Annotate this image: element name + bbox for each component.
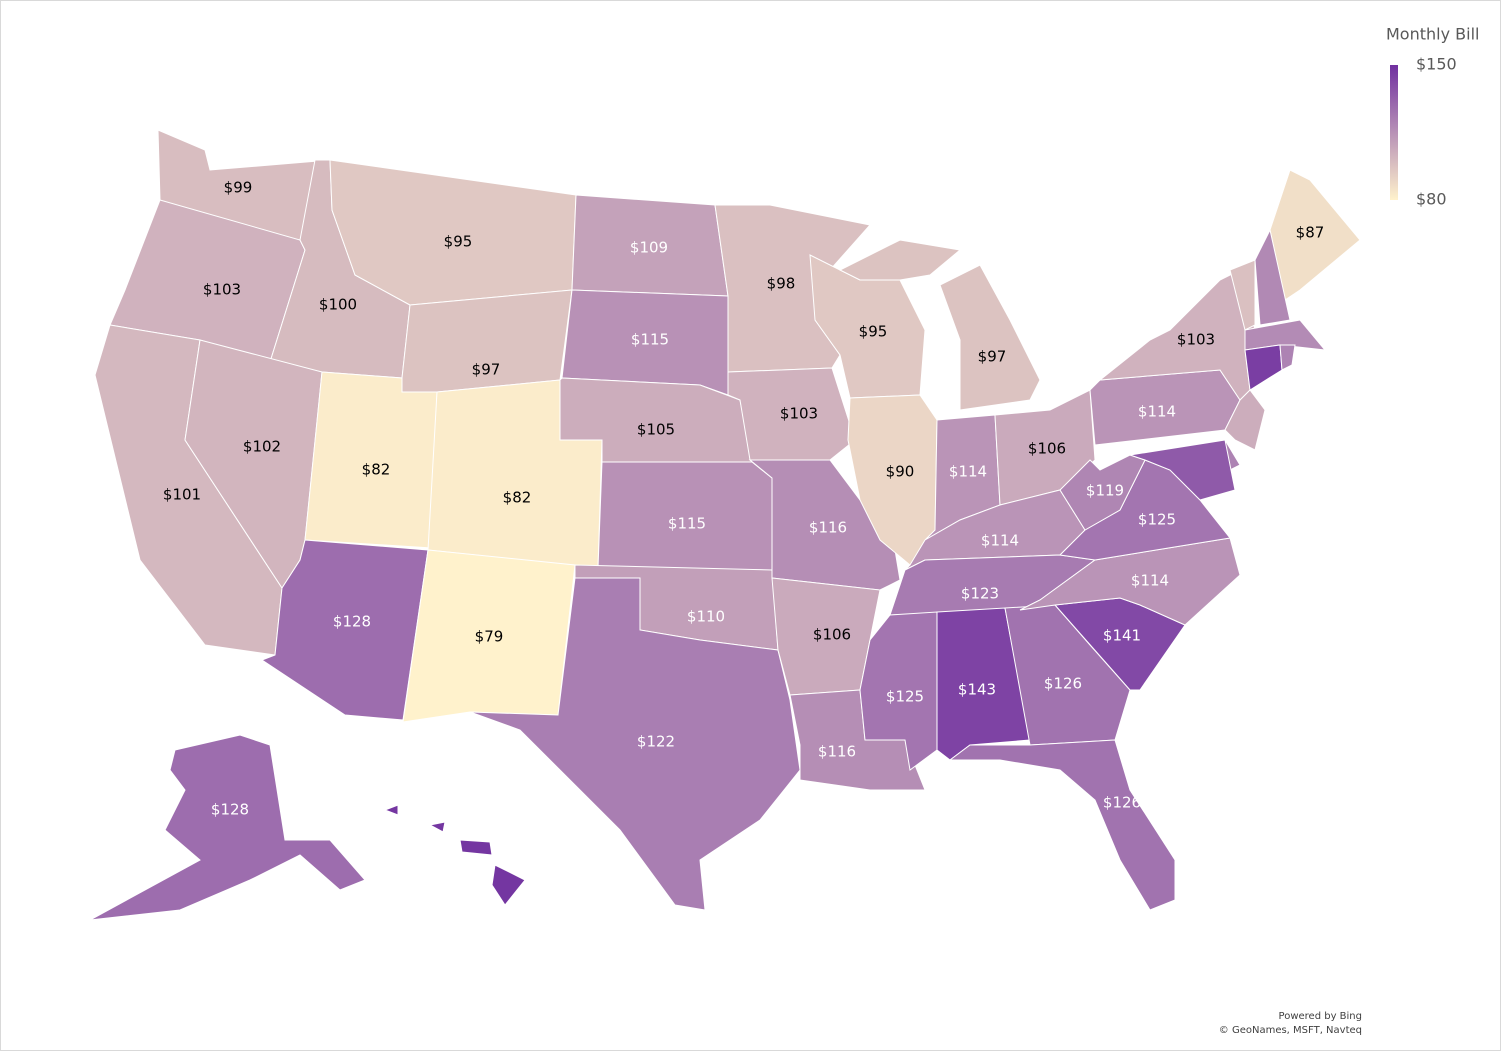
region — [1129, 439, 1236, 501]
value-label: $99 — [224, 179, 253, 197]
value-label: $109 — [630, 239, 668, 257]
region — [469, 577, 801, 911]
legend-max: $150 — [1416, 55, 1457, 74]
legend-title: Monthly Bill — [1386, 25, 1479, 44]
value-label: $114 — [1131, 572, 1169, 590]
value-label: $119 — [1086, 482, 1124, 500]
attribution: Powered by Bing — [1279, 1011, 1362, 1022]
value-label: $82 — [362, 461, 391, 479]
value-label: $82 — [503, 489, 532, 507]
value-label: $97 — [472, 361, 501, 379]
value-label: $114 — [981, 532, 1019, 550]
value-label: $126 — [1044, 675, 1082, 693]
value-label: $141 — [1103, 627, 1141, 645]
value-label: $95 — [859, 323, 888, 341]
value-label: $103 — [780, 405, 818, 423]
value-label: $100 — [319, 296, 357, 314]
value-label: $103 — [1177, 331, 1215, 349]
value-label: $101 — [163, 486, 201, 504]
region — [1279, 344, 1296, 371]
value-label: $116 — [809, 519, 847, 537]
value-label: $87 — [1296, 224, 1325, 242]
value-label: $106 — [813, 626, 851, 644]
region — [1244, 319, 1327, 351]
value-label: $143 — [958, 681, 996, 699]
value-label: $95 — [444, 233, 473, 251]
value-label: $114 — [1138, 403, 1176, 421]
value-label: $103 — [203, 281, 241, 299]
legend-min: $80 — [1416, 190, 1447, 209]
value-label: $123 — [961, 585, 999, 603]
value-label: $125 — [886, 688, 924, 706]
value-label: $125 — [1138, 511, 1176, 529]
region — [948, 739, 1176, 911]
value-label: $122 — [637, 733, 675, 751]
region — [859, 611, 938, 771]
value-label: $102 — [243, 438, 281, 456]
value-label: $97 — [978, 348, 1007, 366]
region — [748, 459, 901, 591]
regions — [89, 129, 1361, 921]
labels: $99 $103 $101 $100 $102 $95 $97 $82 $82 $128 $79 $1… — [163, 179, 1324, 819]
value-label: $79 — [475, 628, 504, 646]
value-label: $128 — [211, 801, 249, 819]
value-label: $128 — [333, 613, 371, 631]
value-label: $110 — [687, 608, 725, 626]
value-label: $105 — [637, 421, 675, 439]
value-label: $114 — [949, 463, 987, 481]
region — [1254, 228, 1291, 326]
region — [89, 734, 366, 921]
region — [1019, 537, 1241, 626]
value-label: $116 — [818, 743, 856, 761]
value-label: $90 — [886, 463, 915, 481]
value-label: $98 — [767, 275, 796, 293]
value-label: $126 — [1103, 794, 1141, 812]
region — [1224, 389, 1266, 451]
value-label: $106 — [1028, 440, 1066, 458]
region — [838, 239, 1041, 411]
region — [1229, 259, 1256, 331]
value-label: $115 — [631, 331, 669, 349]
attribution: © GeoNames, MSFT, Navteq — [1219, 1025, 1362, 1036]
legend-scale — [1390, 65, 1398, 200]
region — [383, 804, 526, 906]
value-label: $115 — [668, 515, 706, 533]
